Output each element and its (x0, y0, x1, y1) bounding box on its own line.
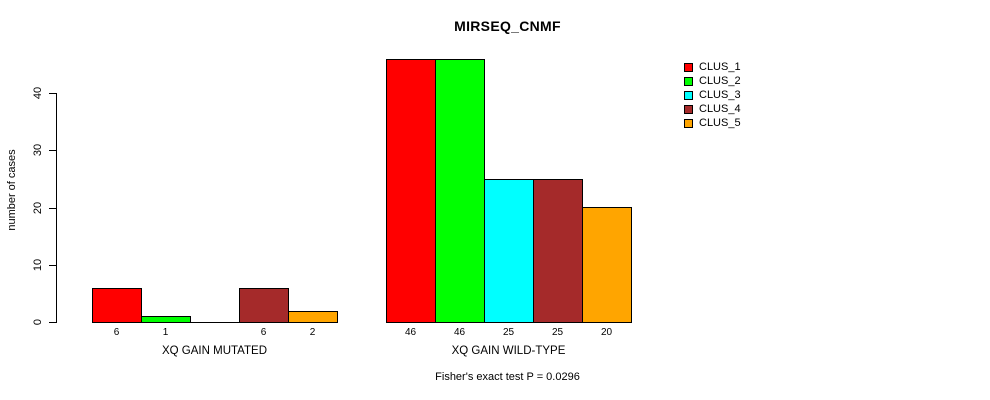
bar-clus_2-group1 (141, 316, 191, 323)
bar-value-label: 25 (502, 327, 515, 338)
y-tick-label: 30 (32, 144, 44, 157)
y-axis-line (56, 93, 57, 323)
y-tick-mark (49, 207, 56, 209)
legend-item-clus_4: CLUS_4 (684, 102, 741, 116)
legend-label: CLUS_5 (699, 116, 741, 129)
legend: CLUS_1 CLUS_2 CLUS_3 CLUS_4 CLUS_5 (684, 61, 741, 130)
legend-swatch-clus_1 (684, 63, 693, 73)
bar-value-label: 46 (453, 327, 466, 338)
bar-clus_5-group2 (582, 207, 632, 323)
group-baseline (92, 322, 338, 323)
legend-swatch-clus_5 (684, 118, 693, 128)
bar-value-label: 1 (162, 327, 169, 338)
legend-label: CLUS_2 (699, 75, 741, 88)
y-tick-mark (49, 322, 56, 323)
bar-value-label: 25 (551, 327, 564, 338)
bar-clus_3-group2 (484, 179, 534, 323)
y-axis-label: number of cases (6, 149, 18, 231)
bar-value-label: 6 (113, 327, 120, 338)
y-tick-mark (49, 150, 56, 152)
y-tick-mark (49, 264, 56, 266)
legend-item-clus_1: CLUS_1 (684, 61, 741, 75)
bar-clus_4-group2 (533, 179, 583, 323)
legend-item-clus_2: CLUS_2 (684, 75, 741, 89)
legend-label: CLUS_4 (699, 102, 741, 115)
y-tick-label: 0 (32, 318, 44, 326)
y-tick-mark (49, 93, 56, 94)
bar-clus_1-group2 (386, 59, 436, 323)
legend-label: CLUS_3 (699, 88, 741, 101)
legend-swatch-clus_3 (684, 90, 693, 100)
bar-value-label: 2 (309, 327, 316, 338)
legend-label: CLUS_1 (699, 61, 741, 74)
y-tick-label: 10 (32, 258, 44, 271)
legend-item-clus_3: CLUS_3 (684, 89, 741, 103)
group-label-1: XQ GAIN MUTATED (162, 345, 267, 357)
legend-item-clus_5: CLUS_5 (684, 116, 741, 130)
bar-clus_1-group1 (92, 288, 142, 323)
bar-clus_4-group1 (239, 288, 289, 323)
bar-value-label: 20 (600, 327, 613, 338)
y-tick-label: 20 (32, 201, 44, 214)
legend-swatch-clus_2 (684, 77, 693, 87)
y-tick-label: 40 (32, 86, 44, 100)
bar-value-label: 6 (260, 327, 267, 338)
bar-clus_2-group2 (435, 59, 485, 323)
chart-title: MIRSEQ_CNMF (454, 18, 561, 34)
bar-value-label: 46 (404, 327, 417, 338)
bar-clus_5-group1 (288, 311, 338, 323)
fisher-test-annotation: Fisher's exact test P = 0.0296 (435, 371, 580, 383)
group-label-2: XQ GAIN WILD-TYPE (451, 345, 566, 357)
legend-swatch-clus_4 (684, 104, 693, 114)
